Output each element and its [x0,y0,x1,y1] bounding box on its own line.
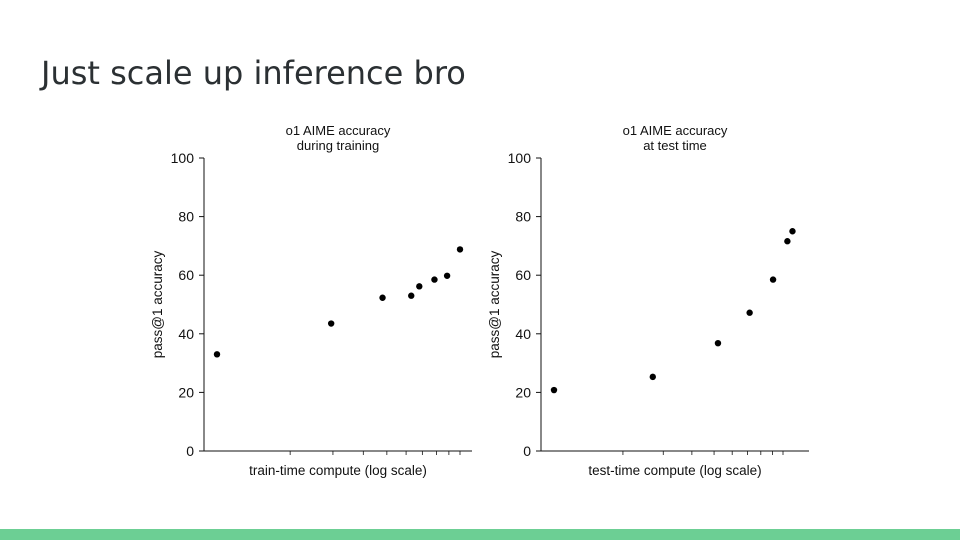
data-point [431,276,438,283]
y-tick-label: 60 [515,267,531,283]
chart-title: o1 AIME accuracy during training [286,123,391,153]
data-point [789,228,796,235]
data-point [769,276,777,283]
y-tick-label: 100 [508,150,532,166]
chart-title: o1 AIME accuracy at test time [623,123,728,153]
chart-title-line: o1 AIME accuracy [286,123,391,138]
chart-title-line: at test time [643,138,707,153]
data-point [408,292,415,299]
y-tick-label: 0 [523,443,531,459]
chart-title-line: during training [297,138,379,153]
data-point [416,283,423,290]
y-tick-label: 80 [515,209,531,225]
data-point [714,339,722,347]
chart-during-training: o1 AIME accuracy during training 0 20 40 60 80… [150,123,472,478]
y-tick-label: 100 [171,150,195,166]
y-axis-label: pass@1 accuracy [487,251,502,359]
chart-title-line: o1 AIME accuracy [623,123,728,138]
y-tick-label: 60 [178,267,194,283]
y-tick-label: 40 [178,326,194,342]
data-point [443,272,451,279]
data-point [213,351,221,358]
data-point [379,294,386,301]
data-point [649,373,656,381]
chart-at-test-time: o1 AIME accuracy at test time 0 20 40 60 80 100… [487,123,809,478]
y-tick-label: 20 [178,384,194,400]
y-tick-label: 20 [515,384,531,400]
y-axis-label: pass@1 accuracy [150,251,165,359]
y-tick-label: 0 [186,443,194,459]
data-point [746,309,753,316]
data-point [550,386,558,394]
data-point [327,320,335,327]
data-point [456,246,464,253]
y-tick-label: 40 [515,326,531,342]
footer-bar [0,529,960,540]
slide-title: Just scale up inference bro [41,54,466,92]
data-point [784,238,791,245]
y-tick-label: 80 [178,209,194,225]
x-axis-label: train-time compute (log scale) [249,463,427,478]
x-axis-label: test-time compute (log scale) [588,463,761,478]
